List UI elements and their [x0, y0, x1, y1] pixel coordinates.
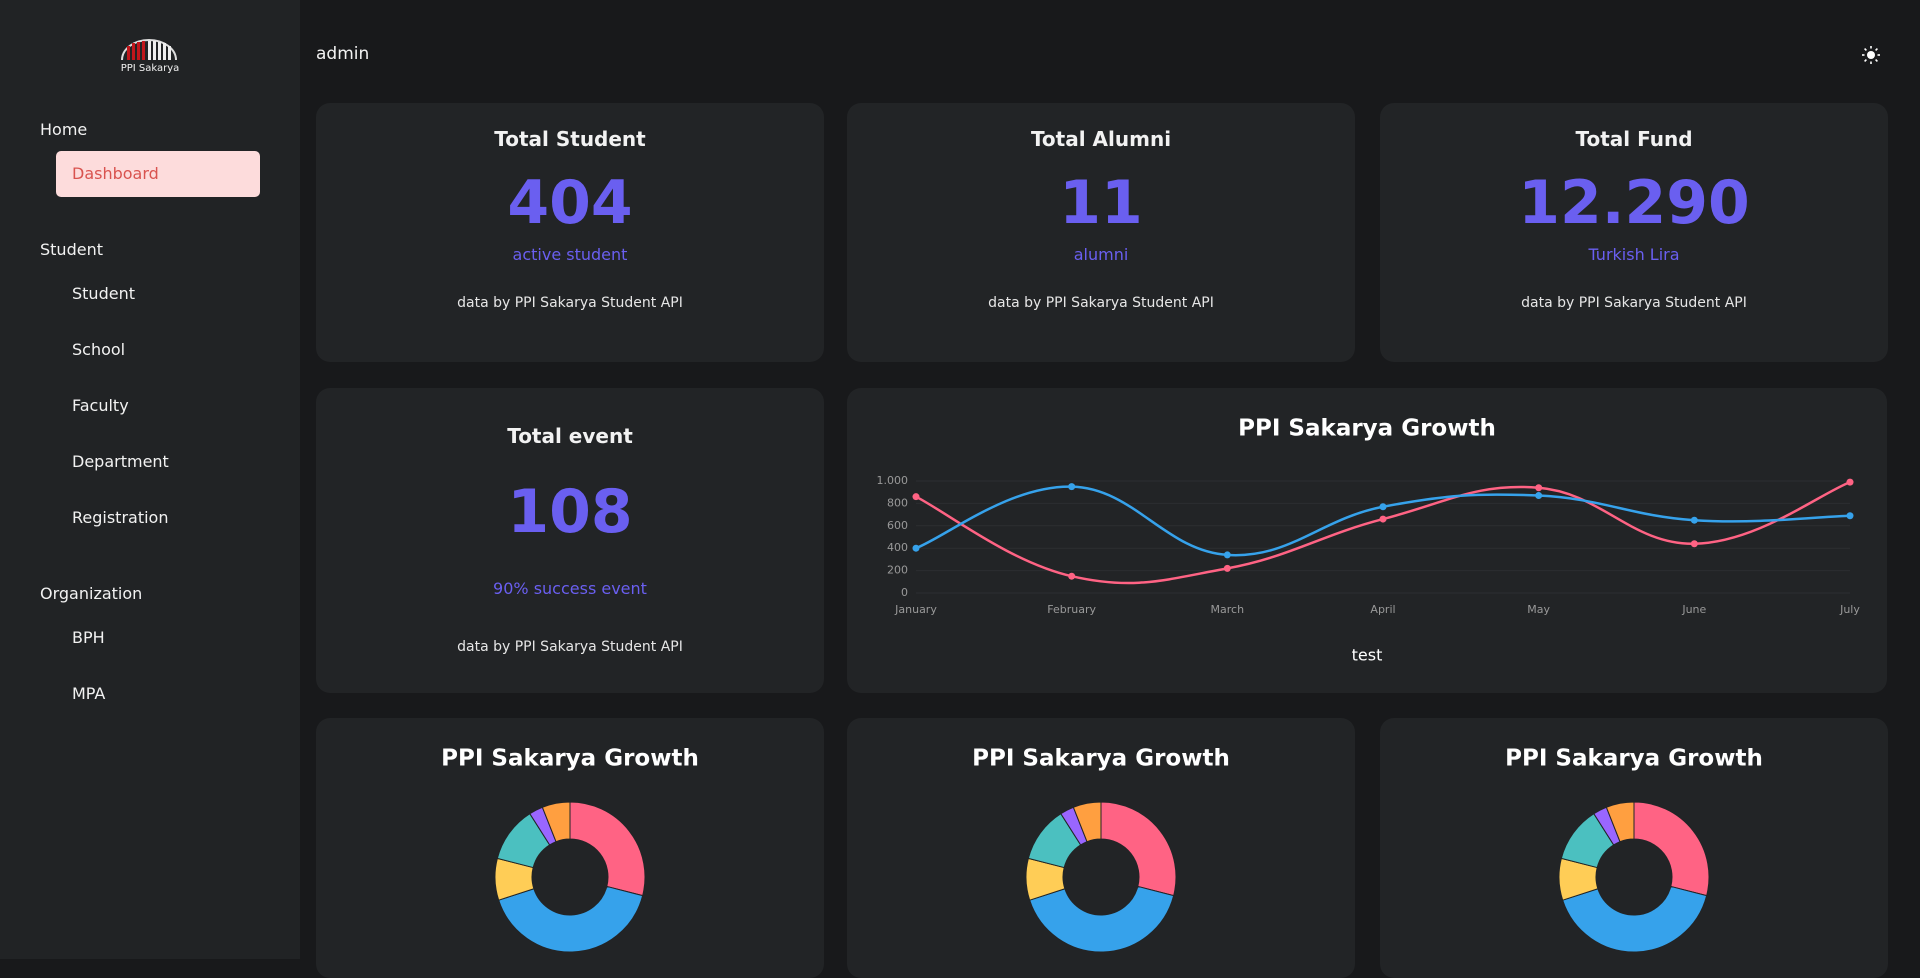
data-point — [1068, 572, 1076, 580]
x-tick-label: March — [1211, 603, 1245, 616]
data-point — [1535, 484, 1543, 492]
y-tick-label: 400 — [887, 541, 908, 554]
data-point — [1535, 492, 1543, 500]
stat-value: 11 — [1059, 168, 1143, 238]
y-tick-label: 0 — [901, 586, 908, 599]
chart-title: PPI Sakarya Growth — [1505, 746, 1763, 772]
nav-item[interactable]: MPA — [72, 684, 106, 703]
doughnut-segment — [1562, 885, 1708, 953]
chart-card: PPI Sakarya Growth — [316, 718, 824, 978]
data-point — [1690, 540, 1698, 548]
stat-source: data by PPI Sakarya Student API — [457, 639, 683, 655]
stat-title: Total event — [507, 424, 633, 448]
x-tick-label: February — [1047, 603, 1096, 616]
stat-card: Total event 108 90% success event data by P… — [316, 388, 824, 693]
stat-card: Total Student 404 active student data by PP… — [316, 103, 824, 362]
user-name: admin — [316, 44, 370, 64]
line-series — [915, 480, 1851, 585]
data-point — [1690, 516, 1698, 524]
nav-item[interactable]: Student — [72, 284, 135, 303]
doughnut-chart: PPI Sakarya Growth — [972, 746, 1230, 953]
line-chart: PPI Sakarya Growth 0 200 400 600 800 1.000 Janu… — [877, 416, 1861, 665]
stat-value: 12.290 — [1518, 168, 1750, 238]
x-axis-label: test — [1352, 646, 1383, 665]
doughnut-segment — [1072, 801, 1102, 843]
stat-unit: Turkish Lira — [1588, 245, 1680, 264]
stat-unit: active student — [512, 245, 628, 264]
chart-card: PPI Sakarya Growth — [1380, 718, 1888, 978]
logo — [121, 39, 177, 61]
data-point — [912, 493, 920, 501]
data-point — [1379, 515, 1387, 523]
nav-section: Student — [40, 240, 103, 259]
theme-toggle[interactable] — [1862, 46, 1880, 64]
stat-source: data by PPI Sakarya Student API — [457, 295, 683, 311]
stat-value: 404 — [507, 168, 633, 238]
stat-title: Total Alumni — [1030, 127, 1172, 151]
sidebar: PPI Sakarya Home Dashboard Student Student S… — [0, 0, 300, 959]
nav-item[interactable]: BPH — [72, 628, 105, 647]
data-point — [1223, 564, 1231, 572]
x-tick-label: January — [894, 603, 937, 616]
x-tick-label: July — [1839, 603, 1860, 616]
data-point — [1068, 483, 1076, 491]
chart-title: PPI Sakarya Growth — [1238, 416, 1496, 442]
data-point — [1846, 512, 1854, 520]
chart-card: PPI Sakarya Growth — [847, 718, 1355, 978]
nav-item[interactable]: Department — [72, 452, 169, 471]
data-point — [1379, 503, 1387, 511]
doughnut-segment — [1100, 801, 1177, 897]
stat-card: Total Alumni 11 alumni data by PPI Sakarya … — [847, 103, 1355, 362]
y-tick-label: 200 — [887, 564, 908, 577]
x-tick-label: May — [1527, 603, 1550, 616]
x-tick-label: June — [1681, 603, 1706, 616]
doughnut-chart: PPI Sakarya Growth — [1505, 746, 1763, 953]
stat-source: data by PPI Sakarya Student API — [1521, 295, 1747, 311]
stat-title: Total Student — [494, 127, 646, 151]
nav-item[interactable]: Faculty — [72, 396, 129, 415]
doughnut-segment — [1605, 801, 1635, 843]
nav-item[interactable]: School — [72, 340, 126, 359]
y-tick-label: 600 — [887, 519, 908, 532]
doughnut-segment — [498, 885, 644, 953]
x-tick-label: April — [1370, 603, 1395, 616]
stat-unit: 90% success event — [493, 579, 647, 598]
stat-title: Total Fund — [1575, 127, 1693, 151]
data-point — [1223, 551, 1231, 559]
doughnut-segment — [569, 801, 646, 897]
y-tick-label: 800 — [887, 496, 908, 509]
data-point — [1846, 478, 1854, 486]
data-point — [912, 544, 920, 552]
nav-section: Organization — [40, 584, 143, 603]
nav-item[interactable]: Registration — [72, 508, 169, 527]
stat-card: Total Fund 12.290 Turkish Lira data by PPI … — [1380, 103, 1888, 362]
chart-title: PPI Sakarya Growth — [972, 746, 1230, 772]
stat-source: data by PPI Sakarya Student API — [988, 295, 1214, 311]
doughnut-segment — [1633, 801, 1710, 897]
nav-section: Home — [40, 120, 88, 139]
stat-value: 108 — [507, 477, 633, 547]
y-tick-label: 1.000 — [877, 474, 909, 487]
chart-title: PPI Sakarya Growth — [441, 746, 699, 772]
stat-unit: alumni — [1073, 245, 1129, 264]
nav-item[interactable]: Dashboard — [56, 151, 260, 197]
chart-card: PPI Sakarya Growth 0 200 400 600 800 1.000 Janu… — [847, 388, 1887, 693]
doughnut-segment — [541, 801, 571, 843]
brand: PPI Sakarya — [120, 63, 180, 74]
doughnut-segment — [1029, 885, 1175, 953]
doughnut-chart: PPI Sakarya Growth — [441, 746, 699, 953]
